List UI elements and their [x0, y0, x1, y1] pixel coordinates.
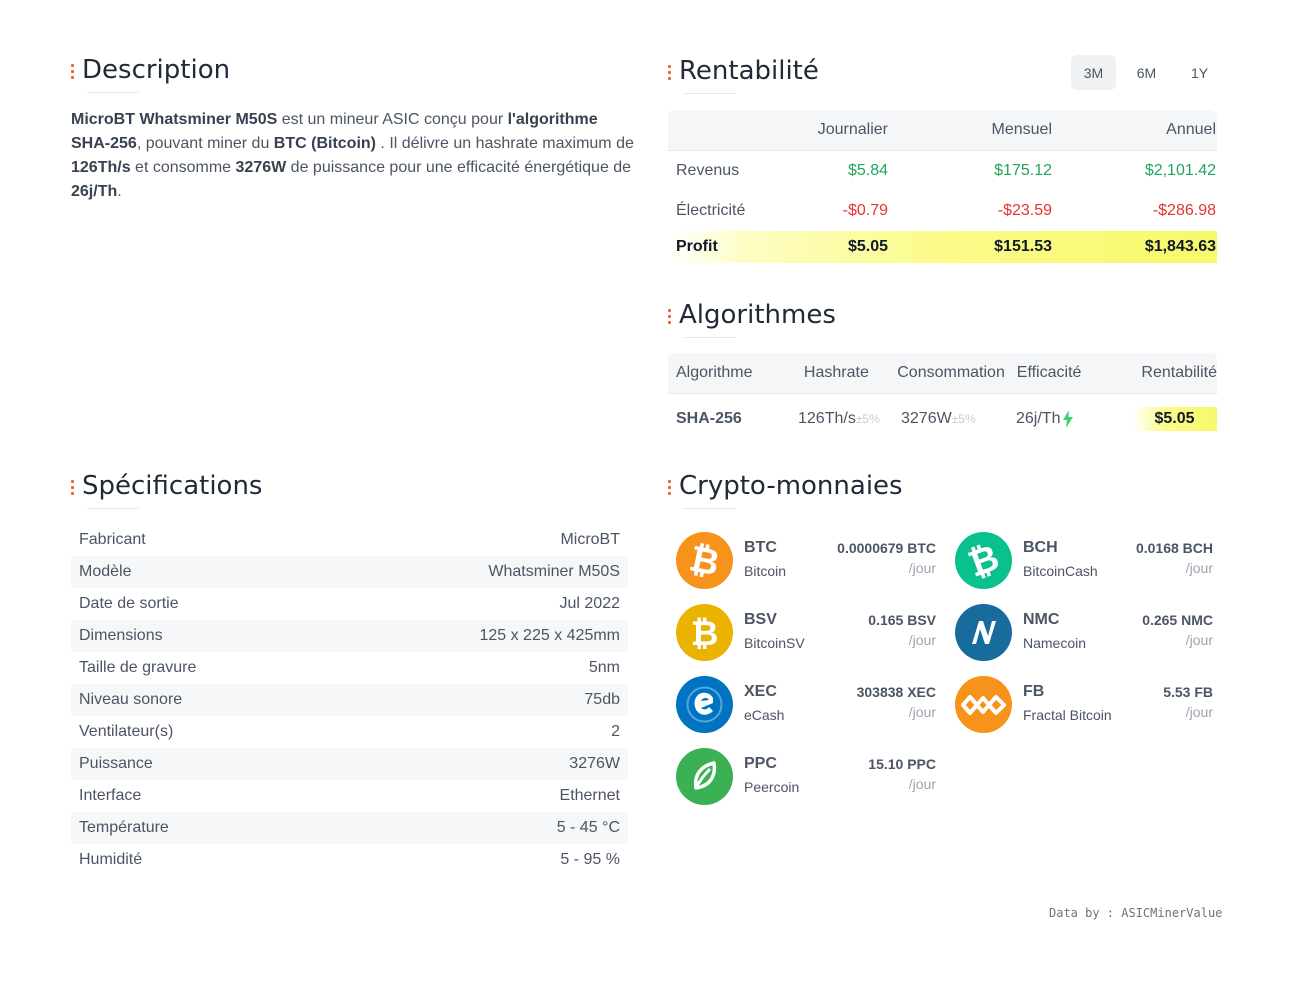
crypto-item-fb[interactable]: FB Fractal Bitcoin 5.53 FB /jour	[955, 676, 1213, 734]
svg-text:₿: ₿	[686, 538, 723, 584]
tab-1y[interactable]: 1Y	[1190, 64, 1209, 81]
cryptos-title: Crypto-monnaies	[668, 471, 903, 509]
bitcoin-icon: ₿	[676, 532, 733, 589]
svg-text:₿: ₿	[963, 537, 1005, 586]
crypto-item-nmc[interactable]: NMC Namecoin 0.265 NMC /jour	[955, 604, 1213, 662]
column-header: Mensuel	[991, 121, 1052, 138]
bitcoin-cash-icon: ₿	[955, 532, 1012, 589]
crypto-item-xec[interactable]: XEC eCash 303838 XEC /jour	[676, 676, 936, 734]
column-header: Journalier	[817, 121, 888, 138]
table-row-revenue: Revenus $5.84 $175.12 $2,101.42	[676, 162, 1216, 179]
table-row: Niveau sonore 75db	[71, 684, 628, 716]
description-title: Description	[71, 55, 230, 93]
table-row-profit: Profit $5.05 $151.53 $1,843.63	[668, 231, 1217, 263]
period-tabs: 3M 6M 1Y	[1071, 55, 1222, 90]
table-row: Modèle Whatsminer M50S	[71, 556, 628, 588]
algorithms-table: Algorithme Hashrate Consommation Efficac…	[668, 353, 1217, 444]
table-row: Ventilateur(s) 2	[79, 723, 620, 740]
crypto-item-btc[interactable]: ₿ BTC Bitcoin 0.0000679 BTC /jour	[676, 532, 936, 590]
column-header: Efficacité	[1016, 364, 1082, 381]
algo-profit-badge: $5.05	[1132, 407, 1217, 431]
specifications-table: Fabricant MicroBT Modèle Whatsminer M50S D…	[71, 524, 628, 876]
fractal-bitcoin-icon	[955, 676, 1012, 733]
specifications-title: Spécifications	[71, 471, 262, 509]
section-marker-icon	[668, 64, 671, 80]
tab-3m[interactable]: 3M	[1071, 55, 1116, 90]
table-row: Date de sortie Jul 2022	[79, 595, 620, 612]
bitcoin-sv-icon: ₿	[676, 604, 733, 661]
data-credit: Data by : ASICMinerValue	[1049, 906, 1223, 920]
section-marker-icon	[668, 308, 671, 324]
table-row: Puissance 3276W	[71, 748, 628, 780]
crypto-item-bch[interactable]: ₿ BCH BitcoinCash 0.0168 BCH /jour	[955, 532, 1213, 590]
tab-6m[interactable]: 6M	[1136, 64, 1157, 81]
table-row: Interface Ethernet	[79, 787, 620, 804]
column-header: Consommation	[897, 364, 1005, 381]
profitability-title: Rentabilité	[668, 56, 819, 94]
column-header: Annuel	[1166, 121, 1216, 138]
column-header: Algorithme	[676, 364, 753, 381]
lightning-icon	[1063, 410, 1074, 428]
description-text: MicroBT Whatsminer M50S est un mineur AS…	[71, 111, 634, 200]
peercoin-icon	[676, 748, 733, 805]
table-row: Humidité 5 - 95 %	[79, 851, 620, 868]
section-marker-icon	[71, 479, 74, 495]
table-row-electricity: Électricité -$0.79 -$23.59 -$286.98	[676, 202, 1216, 219]
table-row: Température 5 - 45 °C	[71, 812, 628, 844]
ecash-icon	[676, 676, 733, 733]
table-row: SHA-256 126Th/s±5% 3276W±5% 26j/Th $5.05	[668, 394, 1217, 444]
crypto-item-ppc[interactable]: PPC Peercoin 15.10 PPC /jour	[676, 748, 936, 806]
svg-text:₿: ₿	[691, 614, 719, 654]
section-marker-icon	[71, 63, 74, 79]
section-marker-icon	[668, 479, 671, 495]
profitability-table: Journalier Mensuel Annuel Revenus $5.84 …	[668, 110, 1217, 263]
table-row: Fabricant MicroBT	[79, 531, 620, 548]
model-name: MicroBT Whatsminer M50S	[71, 111, 278, 128]
table-header: Algorithme Hashrate Consommation Efficac…	[668, 353, 1217, 394]
table-header: Journalier Mensuel Annuel	[668, 110, 1217, 151]
algorithms-title: Algorithmes	[668, 300, 836, 338]
crypto-item-bsv[interactable]: ₿ BSV BitcoinSV 0.165 BSV /jour	[676, 604, 936, 662]
column-header: Rentabilité	[1141, 364, 1218, 381]
column-header: Hashrate	[803, 364, 869, 381]
table-row: Taille de gravure 5nm	[79, 659, 620, 676]
namecoin-icon	[955, 604, 1012, 661]
table-row: Dimensions 125 x 225 x 425mm	[71, 620, 628, 652]
